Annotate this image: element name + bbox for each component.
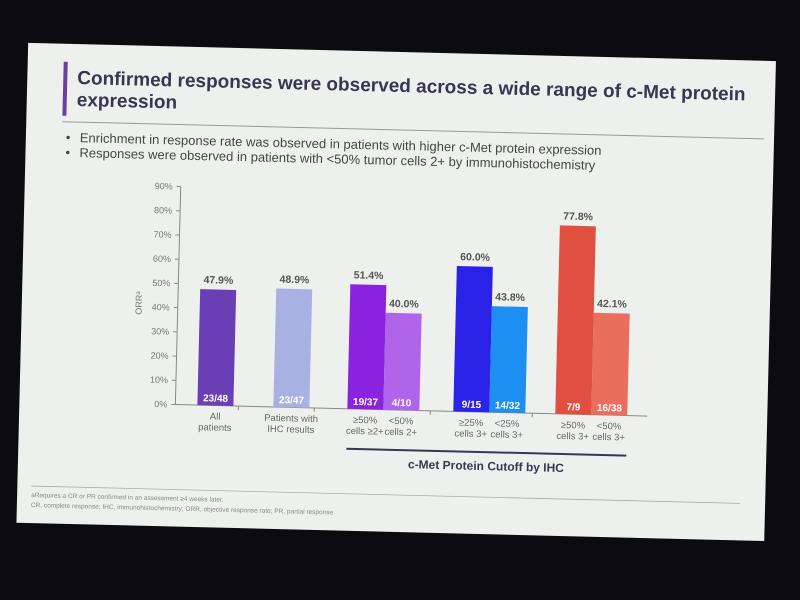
bar-n-label: 16/38 [597, 403, 623, 415]
bar-value-label: 48.9% [279, 274, 310, 287]
bar-value-label: 51.4% [354, 269, 385, 282]
slide-background [16, 42, 776, 541]
bar-value-label: 42.1% [597, 298, 628, 311]
y-tick-label: 10% [150, 375, 168, 385]
x-axis-group-label: c-Met Protein Cutoff by IHC [408, 457, 565, 475]
x-category-label: ≥50% [353, 415, 378, 427]
bar-n-label: 19/37 [353, 397, 379, 409]
bar-n-label: 14/32 [495, 400, 521, 412]
x-category-label: cells 2+ [384, 427, 417, 439]
x-category-label: ≥25% [459, 417, 484, 429]
bar-n-label: 4/10 [392, 398, 412, 409]
y-axis-label: ORRᵃ [134, 291, 145, 315]
bar-value-label: 43.8% [495, 291, 526, 304]
bar [383, 312, 422, 411]
bar [453, 266, 493, 413]
y-tick-label: 0% [154, 399, 167, 409]
bullet-dot: • [66, 130, 71, 145]
bar [273, 288, 313, 408]
bar-n-label: 23/47 [279, 395, 305, 407]
group-bracket [346, 447, 627, 457]
bar-value-label: 77.8% [563, 211, 594, 224]
footnote-divider [31, 485, 741, 504]
x-category-label: <25% [495, 418, 520, 430]
x-category-label: <50% [597, 421, 622, 433]
y-tick-label: 60% [153, 254, 171, 264]
x-category-label: All [210, 411, 221, 422]
y-tick-label: 70% [153, 229, 171, 239]
bullet-dot: • [65, 145, 70, 160]
x-category-label: Patients with [264, 413, 318, 425]
y-tick-label: 40% [152, 302, 170, 312]
slide-title-line2: expression [77, 90, 178, 113]
y-tick-label: 90% [155, 181, 173, 191]
x-category-label: <50% [389, 416, 414, 428]
y-tick-label: 50% [152, 278, 170, 288]
bar [555, 225, 596, 415]
bar-value-label: 60.0% [460, 251, 491, 264]
bar-n-label: 23/48 [203, 393, 229, 405]
footnote-1: aRequires a CR or PR confirmed in an ass… [31, 492, 224, 504]
bar-n-label: 7/9 [566, 402, 581, 413]
bar [197, 289, 237, 406]
bar [489, 306, 528, 414]
y-tick-label: 20% [150, 350, 168, 360]
bar-value-label: 47.9% [203, 274, 234, 287]
bar [591, 312, 630, 416]
title-accent-bar [62, 61, 68, 116]
x-category-label: cells ≥2+ [346, 426, 384, 438]
title-divider [62, 121, 765, 140]
bar-value-label: 40.0% [389, 298, 420, 311]
orr-bar-chart: 0% 10% 20% 30% 40% 50% 60% 70% 80% 90% ORRᵃ 47.9% 23… [134, 181, 648, 475]
x-category-label: cells 3+ [490, 429, 523, 441]
x-category-label: cells 3+ [556, 431, 589, 443]
x-category-label: IHC results [267, 424, 314, 436]
bar-n-label: 9/15 [462, 400, 482, 411]
y-axis [174, 186, 182, 405]
x-category-label: ≥50% [561, 420, 586, 432]
y-tick-label: 30% [151, 326, 169, 336]
x-category-label: cells 3+ [454, 428, 487, 440]
y-tick-label: 80% [154, 205, 172, 215]
x-category-label: cells 3+ [592, 432, 625, 444]
bar [347, 284, 387, 410]
x-category-label: patients [198, 422, 232, 434]
